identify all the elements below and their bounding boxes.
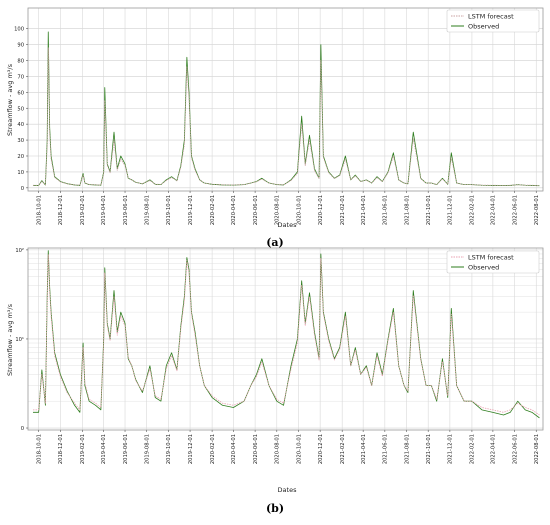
panel-a-ytick-label: 70 xyxy=(17,74,24,80)
panel-a-xtick-label: 2021-04-01 xyxy=(361,195,367,225)
panel-a-xtick-label: 2019-08-01 xyxy=(145,195,151,225)
panel-b-xtick-label: 2019-04-01 xyxy=(101,434,107,464)
panel-a-xtick-label: 2019-02-01 xyxy=(80,195,86,225)
panel-a-xtick-label: 2022-08-01 xyxy=(534,195,540,225)
panel-a-xlabel: Dates xyxy=(278,221,298,229)
panel-b-series-forecast xyxy=(32,254,540,416)
panel-a-legend-label-observed: Observed xyxy=(468,23,499,31)
panel-b-xtick-label: 2020-08-01 xyxy=(275,434,281,464)
panel-b-y-ticks: 0 10¹ 10² xyxy=(15,248,28,432)
panel-b-ytick-label: 0 xyxy=(21,426,24,432)
panel-a-xtick-label: 2020-12-01 xyxy=(318,195,324,225)
panel-a-ytick-label: 20 xyxy=(17,154,24,160)
panel-b-x-ticks: 2018-10-01 2018-12-01 2019-02-01 2019-04-01… xyxy=(36,430,540,464)
panel-b-ytick-label: 10¹ xyxy=(15,337,24,343)
panel-a-xtick-label: 2020-06-01 xyxy=(253,195,259,225)
panel-a-xtick-label: 2018-12-01 xyxy=(58,195,64,225)
panel-a-series xyxy=(32,31,540,187)
panel-a-caption: (a) xyxy=(266,236,284,249)
panel-b-xtick-label: 2022-04-01 xyxy=(491,434,497,464)
panel-a-xtick-label: 2021-10-01 xyxy=(426,195,432,225)
panel-b-xlabel: Dates xyxy=(278,486,298,494)
panel-b-xtick-label: 2020-04-01 xyxy=(231,434,237,464)
panel-a-legend-label-forecast: LSTM forecast xyxy=(468,13,514,21)
panel-a-xtick-label: 2020-02-01 xyxy=(210,195,216,225)
panel-a-xtick-label: 2021-12-01 xyxy=(448,195,454,225)
panel-a-series-forecast xyxy=(32,47,540,186)
panel-b-xtick-label: 2021-06-01 xyxy=(383,434,389,464)
panel-b-xtick-label: 2019-02-01 xyxy=(80,434,86,464)
panel-a-ytick-label: 80 xyxy=(17,59,24,65)
panel-a-ytick-label: 40 xyxy=(17,122,24,128)
panel-b-xtick-label: 2021-12-01 xyxy=(448,434,454,464)
panel-b-xtick-label: 2020-12-01 xyxy=(318,434,324,464)
panel-a-ytick-label: 50 xyxy=(17,106,24,112)
panel-b-series xyxy=(32,250,540,419)
panel-a-xtick-label: 2020-04-01 xyxy=(231,195,237,225)
panel-a-legend: LSTM forecast Observed xyxy=(446,9,540,33)
panel-a-xtick-label: 2019-10-01 xyxy=(166,195,172,225)
panel-a-ytick-label: 60 xyxy=(17,90,24,96)
panel-b-xtick-label: 2018-12-01 xyxy=(58,434,64,464)
panel-a-xtick-label: 2022-06-01 xyxy=(512,195,518,225)
panel-a: 0 10 20 30 40 50 60 70 80 90 100 2018-10-01 2018-12… xyxy=(6,7,544,249)
panel-b-xtick-label: 2019-12-01 xyxy=(188,434,194,464)
panel-b-ylabel: Streamflow - avg m³/s xyxy=(6,303,14,376)
panel-a-plot-frame xyxy=(27,7,544,192)
panel-a-legend-box xyxy=(446,9,540,33)
panel-a-ytick-label: 30 xyxy=(17,138,24,144)
panel-b-xtick-label: 2019-10-01 xyxy=(166,434,172,464)
panel-a-xtick-label: 2019-04-01 xyxy=(101,195,107,225)
panel-a-ylabel: Streamflow - avg m³/s xyxy=(6,63,14,136)
panel-a-ytick-label: 0 xyxy=(21,186,24,192)
panel-b-xtick-label: 2021-08-01 xyxy=(404,434,410,464)
panel-a-xtick-label: 2021-08-01 xyxy=(404,195,410,225)
panel-b-xtick-label: 2021-04-01 xyxy=(361,434,367,464)
panel-a-xtick-label: 2021-06-01 xyxy=(383,195,389,225)
panel-b-xtick-label: 2020-10-01 xyxy=(296,434,302,464)
panel-b-xtick-label: 2019-06-01 xyxy=(123,434,129,464)
panel-a-xtick-label: 2022-02-01 xyxy=(470,195,476,225)
panel-b-xtick-label: 2022-06-01 xyxy=(512,434,518,464)
panel-a-ytick-label: 10 xyxy=(17,170,24,176)
panel-a-xtick-label: 2018-10-01 xyxy=(36,195,42,225)
panel-a-xtick-label: 2021-02-01 xyxy=(340,195,346,225)
panel-b-xtick-label: 2020-06-01 xyxy=(253,434,259,464)
panel-a-xtick-label: 2022-04-01 xyxy=(491,195,497,225)
panel-a-ytick-label: 100 xyxy=(14,27,24,33)
panel-a-x-ticks: 2018-10-01 2018-12-01 2019-02-01 2019-04-01… xyxy=(36,191,540,225)
panel-b-legend-label-forecast: LSTM forecast xyxy=(468,254,514,262)
panel-b-xtick-label: 2022-02-01 xyxy=(470,434,476,464)
panel-b-legend: LSTM forecast Observed xyxy=(446,250,540,274)
panel-b-xtick-label: 2022-08-01 xyxy=(534,434,540,464)
panel-b-xtick-label: 2020-02-01 xyxy=(210,434,216,464)
panel-b-xtick-label: 2018-10-01 xyxy=(36,434,42,464)
panel-a-y-ticks: 0 10 20 30 40 50 60 70 80 90 100 xyxy=(14,27,28,192)
panel-a-ytick-label: 90 xyxy=(17,43,24,49)
panel-b-legend-box xyxy=(446,250,540,274)
panel-b-legend-label-observed: Observed xyxy=(468,264,499,272)
panel-b-xtick-label: 2021-02-01 xyxy=(340,434,346,464)
panel-b-xtick-label: 2019-08-01 xyxy=(145,434,151,464)
panel-a-xtick-label: 2020-10-01 xyxy=(296,195,302,225)
panel-b-ytick-label: 10² xyxy=(15,248,24,254)
panel-b-caption: (b) xyxy=(266,502,284,515)
panel-a-xtick-label: 2019-06-01 xyxy=(123,195,129,225)
panel-a-xtick-label: 2019-12-01 xyxy=(188,195,194,225)
panel-b-xtick-label: 2021-10-01 xyxy=(426,434,432,464)
panel-a-xtick-label: 2020-08-01 xyxy=(275,195,281,225)
